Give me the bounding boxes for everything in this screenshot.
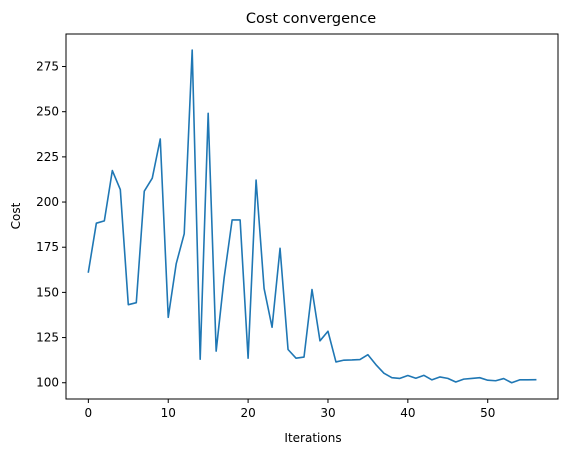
y-tick-label: 225: [36, 150, 59, 164]
x-tick-label: 30: [320, 406, 335, 420]
series-line-0: [87, 49, 537, 384]
x-axis-label: Iterations: [284, 431, 341, 445]
x-tick-label: 0: [85, 406, 93, 420]
plot-frame: [65, 33, 559, 400]
x-tick-label: 50: [480, 406, 495, 420]
x-tick-label: 10: [161, 406, 176, 420]
x-tick-label: 20: [240, 406, 255, 420]
y-tick-label: 150: [36, 285, 59, 299]
x-tick-label: 40: [400, 406, 415, 420]
y-tick-label: 275: [36, 60, 59, 74]
y-tick-label: 250: [36, 105, 59, 119]
y-tick-label: 200: [36, 195, 59, 209]
plot-area: 0 10 20 30 40 50 100 125 150 175 200 225 250 275: [36, 33, 559, 420]
y-tick-label: 125: [36, 331, 59, 345]
y-axis-label: Cost: [9, 202, 23, 229]
chart-title: Cost convergence: [246, 11, 376, 27]
y-tick-label: 100: [36, 376, 59, 390]
y-tick-label: 175: [36, 240, 59, 254]
